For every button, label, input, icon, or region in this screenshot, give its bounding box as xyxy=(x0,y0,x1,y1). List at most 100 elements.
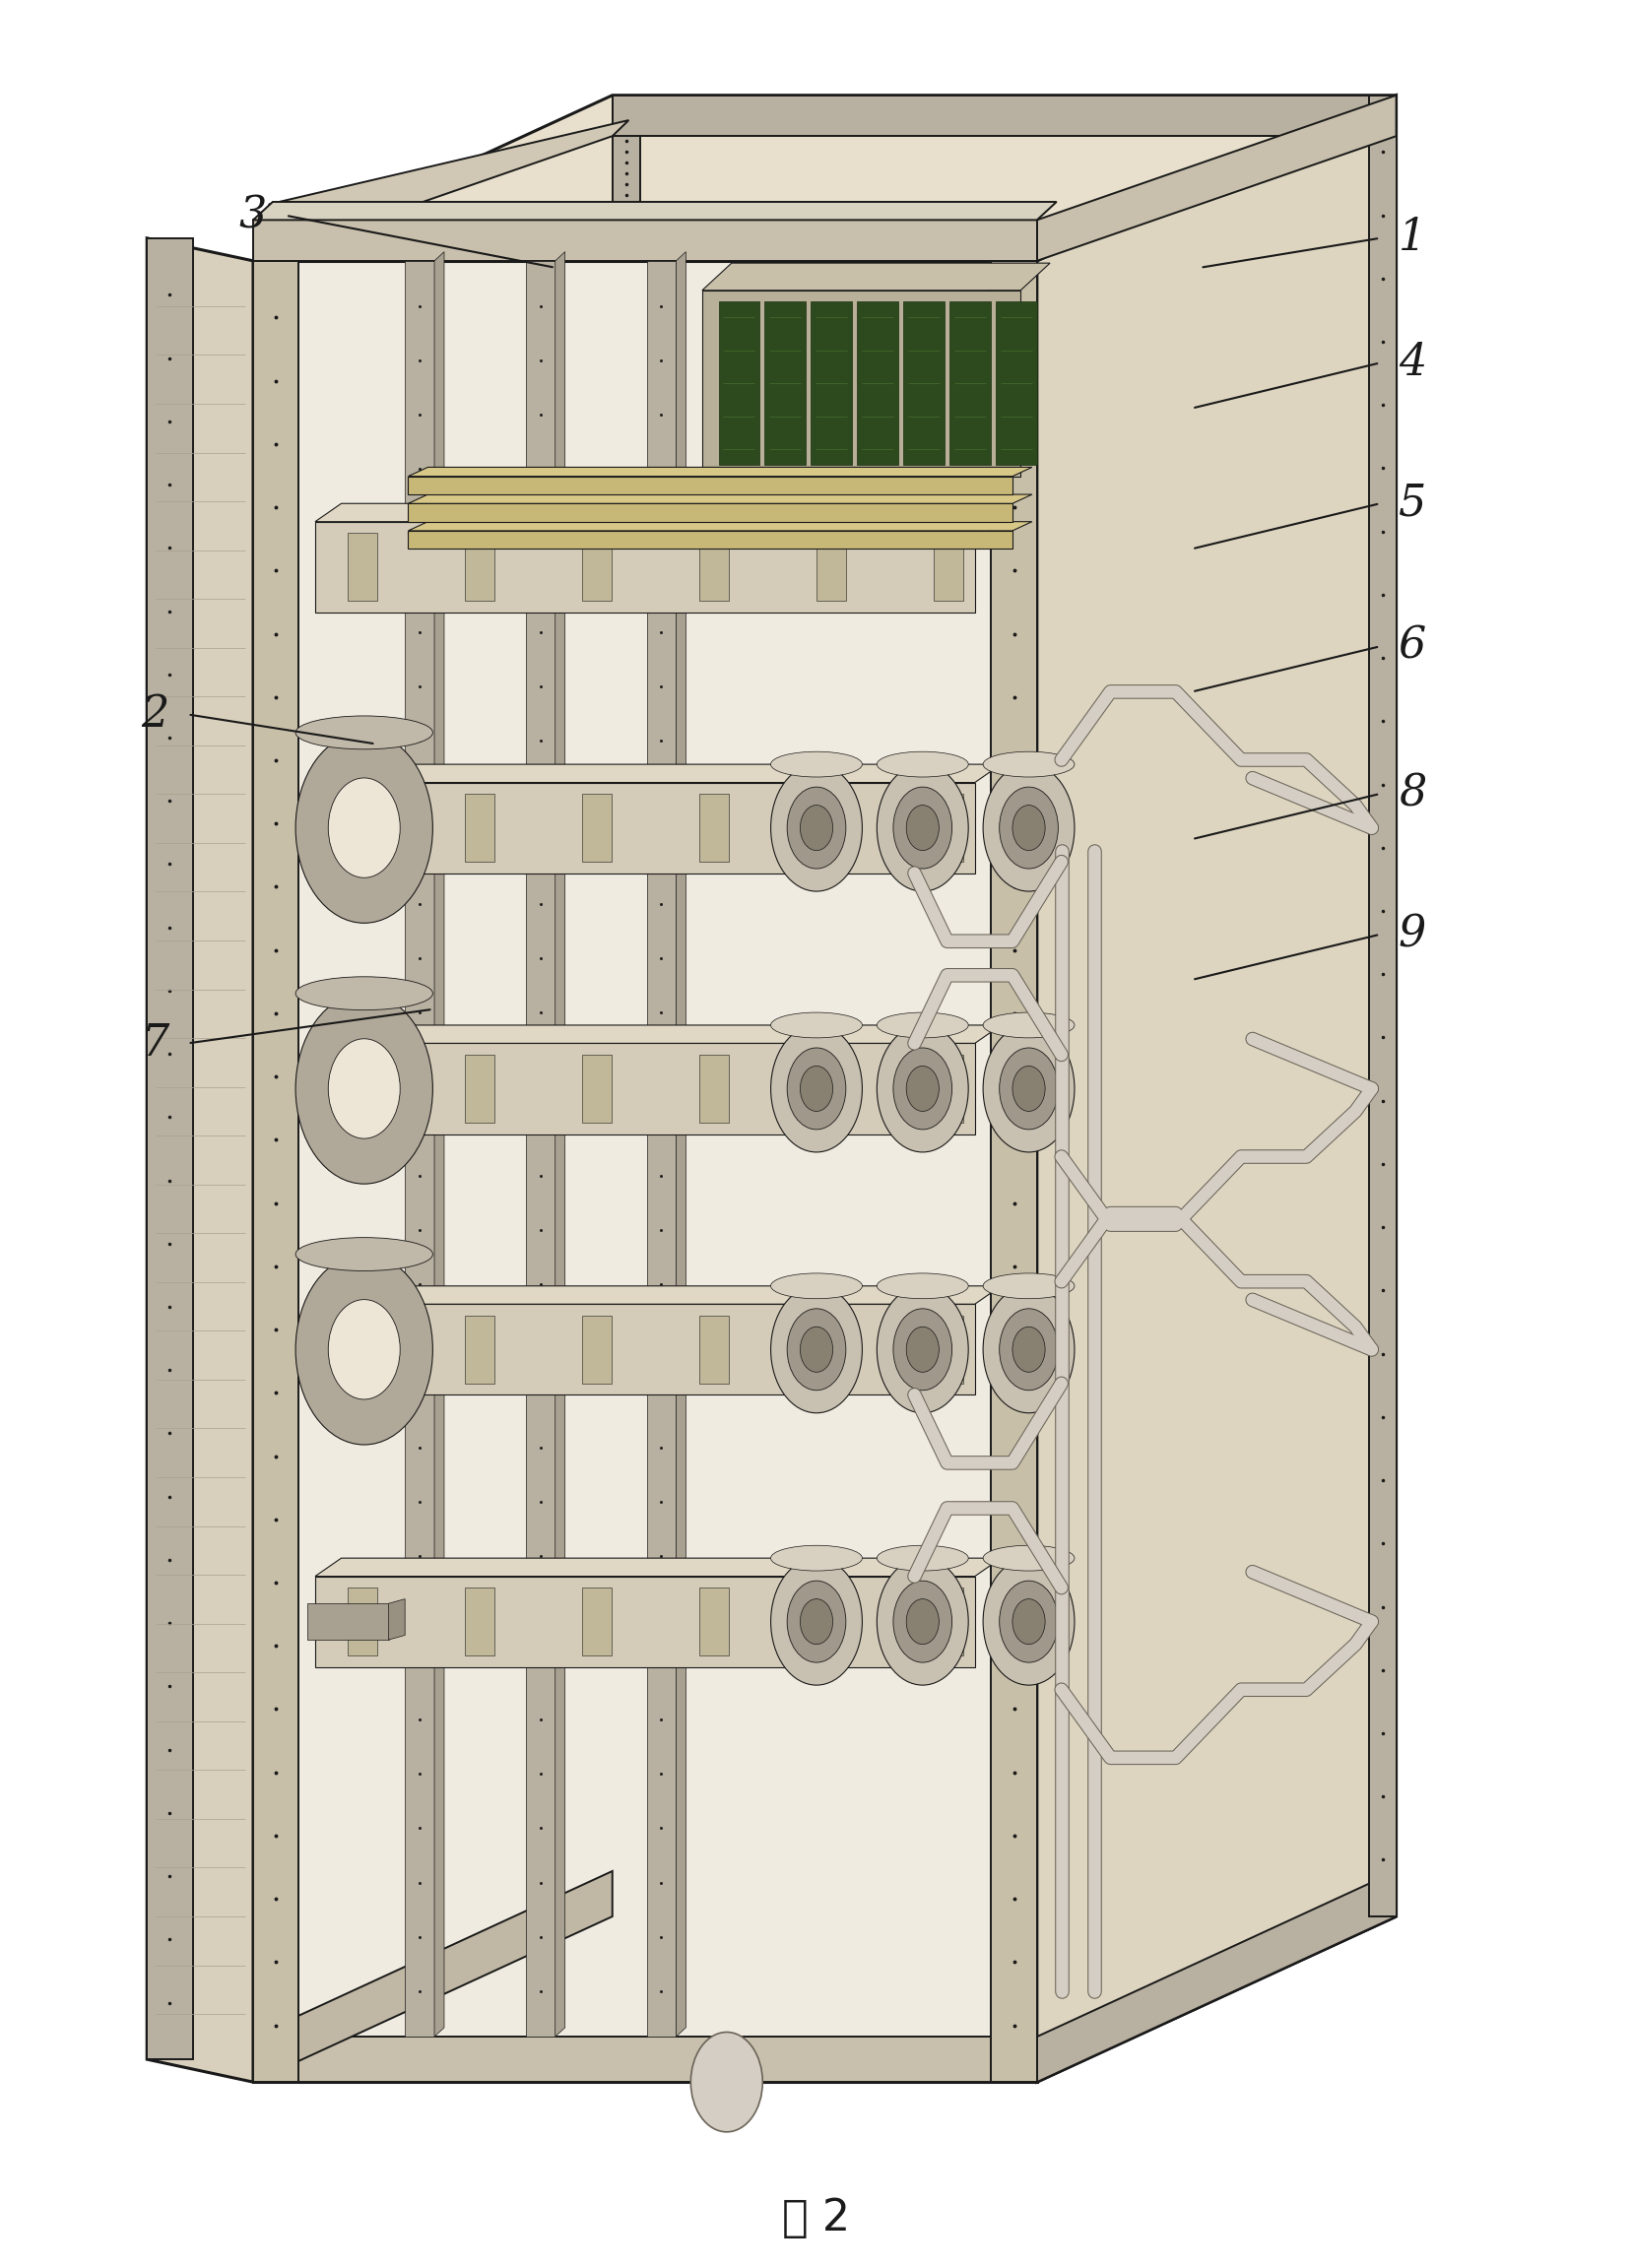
Polygon shape xyxy=(253,1871,612,2082)
Polygon shape xyxy=(388,1327,405,1368)
Polygon shape xyxy=(253,95,1395,261)
Circle shape xyxy=(800,1599,832,1644)
Polygon shape xyxy=(1036,1871,1395,2082)
Text: 5: 5 xyxy=(1397,483,1426,524)
Circle shape xyxy=(893,1581,951,1662)
Ellipse shape xyxy=(982,1545,1074,1572)
Text: 2: 2 xyxy=(140,694,170,735)
Circle shape xyxy=(770,764,862,891)
Ellipse shape xyxy=(770,1545,862,1572)
Polygon shape xyxy=(811,302,852,465)
Polygon shape xyxy=(348,1055,377,1123)
Circle shape xyxy=(999,1048,1058,1129)
Text: 7: 7 xyxy=(140,1023,170,1064)
Circle shape xyxy=(906,1066,938,1111)
Polygon shape xyxy=(702,263,1049,290)
Polygon shape xyxy=(147,238,253,2082)
Circle shape xyxy=(876,1558,968,1685)
Circle shape xyxy=(295,733,432,923)
Polygon shape xyxy=(253,220,1036,261)
Ellipse shape xyxy=(295,1238,432,1270)
Polygon shape xyxy=(698,1055,728,1123)
Polygon shape xyxy=(348,533,377,601)
Polygon shape xyxy=(698,1315,728,1383)
Circle shape xyxy=(906,805,938,850)
Circle shape xyxy=(770,1558,862,1685)
Polygon shape xyxy=(583,1315,612,1383)
Polygon shape xyxy=(934,794,963,862)
Circle shape xyxy=(893,787,951,869)
Polygon shape xyxy=(816,1588,845,1656)
Circle shape xyxy=(876,764,968,891)
Polygon shape xyxy=(465,1055,494,1123)
Polygon shape xyxy=(408,494,1031,503)
Polygon shape xyxy=(405,261,434,2037)
Polygon shape xyxy=(253,261,1036,2082)
Circle shape xyxy=(1012,1599,1044,1644)
Polygon shape xyxy=(348,1315,377,1383)
Polygon shape xyxy=(1036,95,1395,261)
Circle shape xyxy=(876,1025,968,1152)
Ellipse shape xyxy=(770,751,862,778)
Polygon shape xyxy=(702,290,1020,476)
Circle shape xyxy=(690,2032,762,2132)
Polygon shape xyxy=(646,261,676,2037)
Polygon shape xyxy=(996,302,1036,465)
Polygon shape xyxy=(388,805,405,846)
Circle shape xyxy=(1012,805,1044,850)
Polygon shape xyxy=(718,302,759,465)
Polygon shape xyxy=(315,1286,1000,1304)
Circle shape xyxy=(770,1286,862,1413)
Polygon shape xyxy=(408,522,1031,531)
Circle shape xyxy=(787,787,845,869)
Ellipse shape xyxy=(982,1012,1074,1039)
Polygon shape xyxy=(315,1304,974,1395)
Ellipse shape xyxy=(770,1012,862,1039)
Polygon shape xyxy=(934,1055,963,1123)
Ellipse shape xyxy=(770,1272,862,1300)
Polygon shape xyxy=(465,794,494,862)
Polygon shape xyxy=(253,202,1056,220)
Circle shape xyxy=(787,1309,845,1390)
Polygon shape xyxy=(1036,95,1395,2082)
Ellipse shape xyxy=(295,717,432,748)
Polygon shape xyxy=(465,533,494,601)
Polygon shape xyxy=(253,1916,1395,2082)
Circle shape xyxy=(893,1048,951,1129)
Polygon shape xyxy=(816,533,845,601)
Text: 1: 1 xyxy=(1397,218,1426,259)
Polygon shape xyxy=(583,533,612,601)
Ellipse shape xyxy=(876,1272,968,1300)
Circle shape xyxy=(982,1558,1074,1685)
Polygon shape xyxy=(348,1588,377,1656)
Polygon shape xyxy=(253,245,315,261)
Circle shape xyxy=(999,1309,1058,1390)
Polygon shape xyxy=(315,1043,974,1134)
Polygon shape xyxy=(991,261,1036,2082)
Text: 图 2: 图 2 xyxy=(782,2198,850,2239)
Ellipse shape xyxy=(876,1545,968,1572)
Circle shape xyxy=(328,778,400,878)
Polygon shape xyxy=(934,1315,963,1383)
Polygon shape xyxy=(388,1599,405,1640)
Ellipse shape xyxy=(982,751,1074,778)
Polygon shape xyxy=(253,2037,1036,2082)
Polygon shape xyxy=(253,261,299,2082)
Text: 9: 9 xyxy=(1397,914,1426,955)
Polygon shape xyxy=(307,1331,388,1368)
Polygon shape xyxy=(315,1576,974,1667)
Polygon shape xyxy=(1368,95,1395,1916)
Circle shape xyxy=(295,993,432,1184)
Polygon shape xyxy=(465,1315,494,1383)
Circle shape xyxy=(770,1025,862,1152)
Circle shape xyxy=(295,1254,432,1445)
Polygon shape xyxy=(307,1070,388,1107)
Polygon shape xyxy=(253,120,628,261)
Polygon shape xyxy=(315,764,1000,782)
Polygon shape xyxy=(388,1066,405,1107)
Polygon shape xyxy=(698,1588,728,1656)
Polygon shape xyxy=(307,261,982,2037)
Circle shape xyxy=(906,1599,938,1644)
Polygon shape xyxy=(991,245,1053,261)
Circle shape xyxy=(800,1066,832,1111)
